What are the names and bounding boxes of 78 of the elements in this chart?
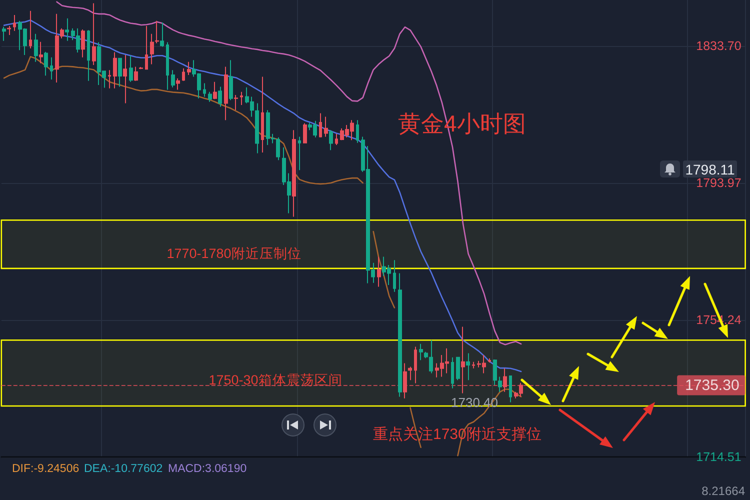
y-tick-label: 1714.51 <box>696 450 742 464</box>
band-label: 1770-1780附近压制位 <box>166 246 302 261</box>
candlestick <box>39 41 43 64</box>
candlestick <box>424 351 428 359</box>
candlestick <box>356 120 359 144</box>
candlestick <box>234 94 238 111</box>
candlestick <box>187 61 191 76</box>
candlestick <box>414 346 417 384</box>
candlestick <box>377 256 381 288</box>
candlestick <box>123 54 127 104</box>
candlestick <box>7 26 11 36</box>
line-series <box>3 19 522 372</box>
candlestick <box>335 133 338 146</box>
candlestick <box>488 358 491 364</box>
text: 8.21664 <box>702 484 746 498</box>
candlestick <box>324 116 328 138</box>
candlestick <box>113 52 117 89</box>
candlestick <box>398 272 402 398</box>
candlestick <box>466 352 470 381</box>
candlestick <box>240 91 243 106</box>
candlestick <box>129 55 133 82</box>
candlestick <box>13 14 16 32</box>
ref-line-label: 1735.30 <box>685 376 740 394</box>
candlestick <box>203 82 206 98</box>
candlestick <box>319 112 322 138</box>
candlestick <box>451 356 454 389</box>
annotation: 1798.11 <box>685 162 735 178</box>
candlestick <box>493 358 497 386</box>
candlestick <box>298 136 301 171</box>
candlestick <box>29 10 32 49</box>
candlestick <box>213 81 217 100</box>
candlestick <box>155 20 159 44</box>
band-label: 1750-30箱体震荡区间 <box>208 372 342 388</box>
candlestick <box>329 130 333 151</box>
candlestick <box>292 130 296 218</box>
candlestick <box>472 361 475 369</box>
candlestick <box>50 56 53 80</box>
candlestick <box>224 66 228 121</box>
candlestick <box>176 78 180 90</box>
candlestick <box>456 356 460 381</box>
candlestick <box>44 51 48 76</box>
candlestick <box>419 343 423 361</box>
candlestick <box>65 18 69 42</box>
candlestick <box>229 60 233 101</box>
candlestick <box>509 376 512 403</box>
candlestick <box>81 28 85 58</box>
y-tick-label: 1833.70 <box>696 39 742 53</box>
candlestick <box>255 102 259 154</box>
candlestick <box>429 340 433 374</box>
candlestick <box>171 70 175 88</box>
candlestick <box>108 70 111 89</box>
candlestick <box>498 376 502 392</box>
candlestick <box>166 42 169 90</box>
candlestick <box>461 326 465 394</box>
candlestick <box>218 86 222 108</box>
candlestick <box>208 91 212 102</box>
candlestick <box>303 122 307 144</box>
candlestick <box>503 368 507 392</box>
candlestick <box>403 362 407 399</box>
line-series <box>56 1 522 346</box>
candlestick <box>393 260 396 292</box>
candlestick <box>118 58 122 88</box>
candlestick <box>34 33 38 62</box>
text: DEA:-10.77602 <box>84 463 163 475</box>
y-tick-label: 1793.97 <box>696 176 742 190</box>
candlestick <box>182 68 185 82</box>
candlestick <box>160 22 164 48</box>
text: MACD:3.06190 <box>168 463 247 475</box>
candlestick <box>92 2 96 66</box>
candlestick <box>87 30 90 82</box>
candlestick <box>408 366 412 381</box>
candlestick <box>145 26 148 70</box>
text: DIF:-9.24506 <box>12 463 80 475</box>
candlestick <box>2 26 6 42</box>
candlestick <box>150 33 154 65</box>
candlestick <box>139 66 143 70</box>
candlestick <box>134 66 138 82</box>
candlestick <box>261 76 264 154</box>
